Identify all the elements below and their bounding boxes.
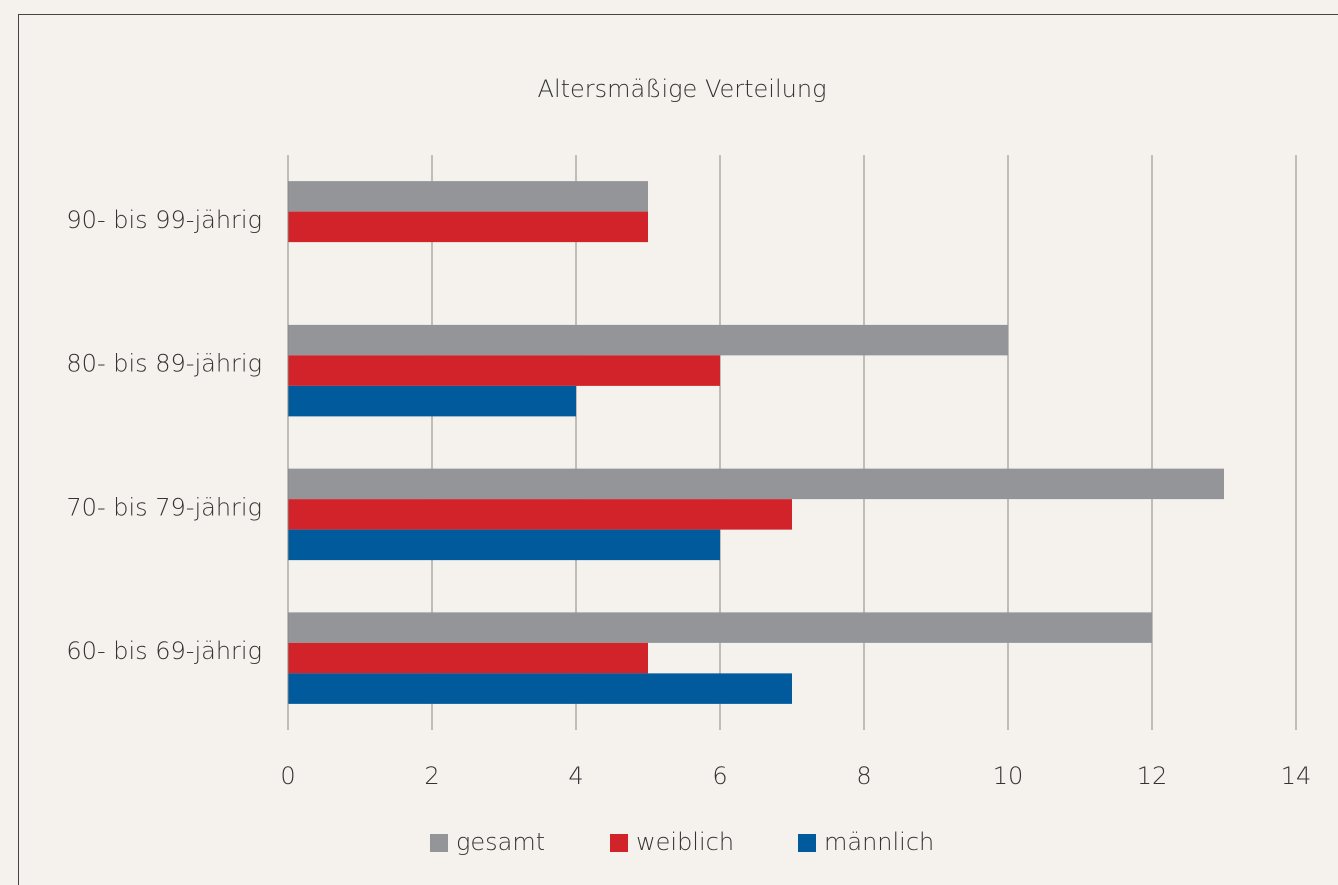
x-tick-label: 14 bbox=[1281, 762, 1312, 790]
legend-swatch bbox=[610, 834, 628, 852]
y-tick-label: 70- bis 79-jährig bbox=[66, 493, 262, 521]
x-tick-label: 6 bbox=[712, 762, 727, 790]
bar bbox=[288, 529, 720, 561]
bar bbox=[288, 385, 576, 417]
bar bbox=[288, 468, 1224, 500]
frame bbox=[18, 14, 1338, 885]
x-tick-label: 8 bbox=[856, 762, 871, 790]
x-tick-label: 10 bbox=[993, 762, 1024, 790]
bar bbox=[288, 612, 1152, 643]
legend-label: gesamt bbox=[456, 828, 545, 856]
x-tick-label: 12 bbox=[1137, 762, 1168, 790]
chart-title: Altersmäßige Verteilung bbox=[538, 75, 827, 103]
legend-swatch bbox=[430, 834, 448, 852]
legend-label: weiblich bbox=[636, 828, 734, 856]
legend-label: männlich bbox=[824, 828, 934, 856]
bar bbox=[288, 324, 1008, 356]
y-tick-label: 60- bis 69-jährig bbox=[66, 637, 262, 665]
bar bbox=[288, 499, 792, 530]
y-tick-label: 90- bis 99-jährig bbox=[66, 206, 262, 234]
x-tick-label: 2 bbox=[424, 762, 439, 790]
x-tick-label: 4 bbox=[568, 762, 583, 790]
y-tick-label: 80- bis 89-jährig bbox=[66, 350, 262, 378]
bar bbox=[288, 673, 792, 704]
bar bbox=[288, 181, 648, 212]
bar bbox=[288, 355, 720, 386]
bar bbox=[288, 642, 648, 674]
bar bbox=[288, 211, 648, 243]
x-tick-label: 0 bbox=[280, 762, 295, 790]
legend-swatch bbox=[798, 834, 816, 852]
